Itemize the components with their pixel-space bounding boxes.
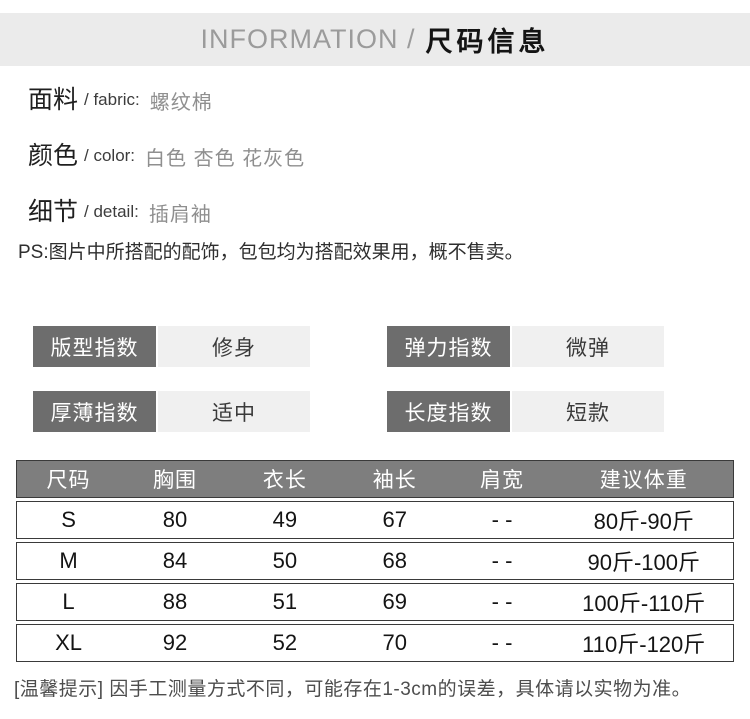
footer-note: [温馨提示] 因手工测量方式不同，可能存在1-3cm的误差，具体请以实物为准。: [14, 679, 692, 700]
cell-s-bust: 80: [120, 501, 230, 539]
badge-thickness-index: 厚薄指数 适中: [33, 391, 310, 432]
cell-xl-shoulder: - -: [449, 624, 555, 662]
cell-m-length: 50: [229, 542, 340, 580]
color-label-en: / color:: [84, 146, 136, 165]
badge-thickness-label: 厚薄指数: [33, 391, 156, 432]
header-bar: INFORMATION / 尺码信息: [0, 13, 750, 66]
ps-note: PS:图片中所搭配的配饰，包包均为搭配效果用，概不售卖。: [18, 242, 524, 263]
info-row-detail: 细节 / detail: 插肩袖: [0, 182, 750, 238]
page-title-zh: 尺码信息: [425, 27, 550, 57]
color-value: 白色 杏色 花灰色: [145, 147, 306, 170]
badge-stretch-index: 弹力指数 微弹: [387, 326, 664, 367]
cell-s-shoulder: - -: [449, 501, 555, 539]
cell-m-size: M: [16, 542, 121, 580]
badge-fit-value: 修身: [158, 326, 310, 367]
table-row-m: M 84 50 68 - - 90斤-100斤: [16, 542, 734, 580]
badge-fit-label: 版型指数: [33, 326, 156, 367]
cell-l-size: L: [16, 583, 121, 621]
header-cell-size: 尺码: [16, 460, 121, 498]
cell-l-bust: 88: [120, 583, 230, 621]
badge-grid: 版型指数 修身 弹力指数 微弹 厚薄指数 适中 长度指数 短款: [0, 326, 750, 432]
badge-row-1: 版型指数 修身 弹力指数 微弹: [0, 326, 750, 367]
header-cell-shoulder: 肩宽: [449, 460, 555, 498]
header-cell-bust: 胸围: [120, 460, 230, 498]
fabric-label-zh: 面料: [28, 86, 79, 114]
cell-l-sleeve: 69: [339, 583, 450, 621]
badge-thickness-value: 适中: [158, 391, 310, 432]
badge-stretch-value: 微弹: [512, 326, 664, 367]
badge-fit-index: 版型指数 修身: [33, 326, 310, 367]
cell-s-sleeve: 67: [339, 501, 450, 539]
cell-xl-size: XL: [16, 624, 121, 662]
size-table-header-row: 尺码 胸围 衣长 袖长 肩宽 建议体重: [16, 460, 734, 498]
detail-label-en: / detail:: [84, 202, 139, 221]
cell-m-shoulder: - -: [449, 542, 555, 580]
cell-xl-weight: 110斤-120斤: [554, 624, 734, 662]
cell-s-size: S: [16, 501, 121, 539]
fabric-label-en: / fabric:: [84, 90, 140, 109]
table-row-xl: XL 92 52 70 - - 110斤-120斤: [16, 624, 734, 662]
info-row-color: 颜色 / color: 白色 杏色 花灰色: [0, 126, 750, 182]
header-cell-weight: 建议体重: [554, 460, 734, 498]
fabric-value: 螺纹棉: [149, 91, 213, 114]
info-section: 面料 / fabric: 螺纹棉 颜色 / color: 白色 杏色 花灰色 细…: [0, 66, 750, 264]
cell-s-length: 49: [229, 501, 340, 539]
cell-s-weight: 80斤-90斤: [554, 501, 734, 539]
header-cell-sleeve: 袖长: [339, 460, 450, 498]
cell-m-bust: 84: [120, 542, 230, 580]
cell-m-sleeve: 68: [339, 542, 450, 580]
detail-label-zh: 细节: [28, 198, 79, 226]
badge-length-label: 长度指数: [387, 391, 510, 432]
color-label-zh: 颜色: [28, 142, 79, 170]
cell-xl-length: 52: [229, 624, 340, 662]
badge-stretch-label: 弹力指数: [387, 326, 510, 367]
page-title-en: INFORMATION /: [200, 24, 416, 54]
cell-xl-bust: 92: [120, 624, 230, 662]
size-table: 尺码 胸围 衣长 袖长 肩宽 建议体重 S 80 49 67 - - 80斤-9…: [16, 457, 734, 665]
badge-row-2: 厚薄指数 适中 长度指数 短款: [0, 391, 750, 432]
header-cell-length: 衣长: [229, 460, 340, 498]
cell-l-shoulder: - -: [449, 583, 555, 621]
badge-length-index: 长度指数 短款: [387, 391, 664, 432]
cell-l-length: 51: [229, 583, 340, 621]
badge-length-value: 短款: [512, 391, 664, 432]
detail-value: 插肩袖: [148, 203, 212, 226]
info-row-fabric: 面料 / fabric: 螺纹棉: [0, 70, 750, 126]
table-row-l: L 88 51 69 - - 100斤-110斤: [16, 583, 734, 621]
table-row-s: S 80 49 67 - - 80斤-90斤: [16, 501, 734, 539]
cell-xl-sleeve: 70: [339, 624, 450, 662]
cell-m-weight: 90斤-100斤: [554, 542, 734, 580]
cell-l-weight: 100斤-110斤: [554, 583, 734, 621]
